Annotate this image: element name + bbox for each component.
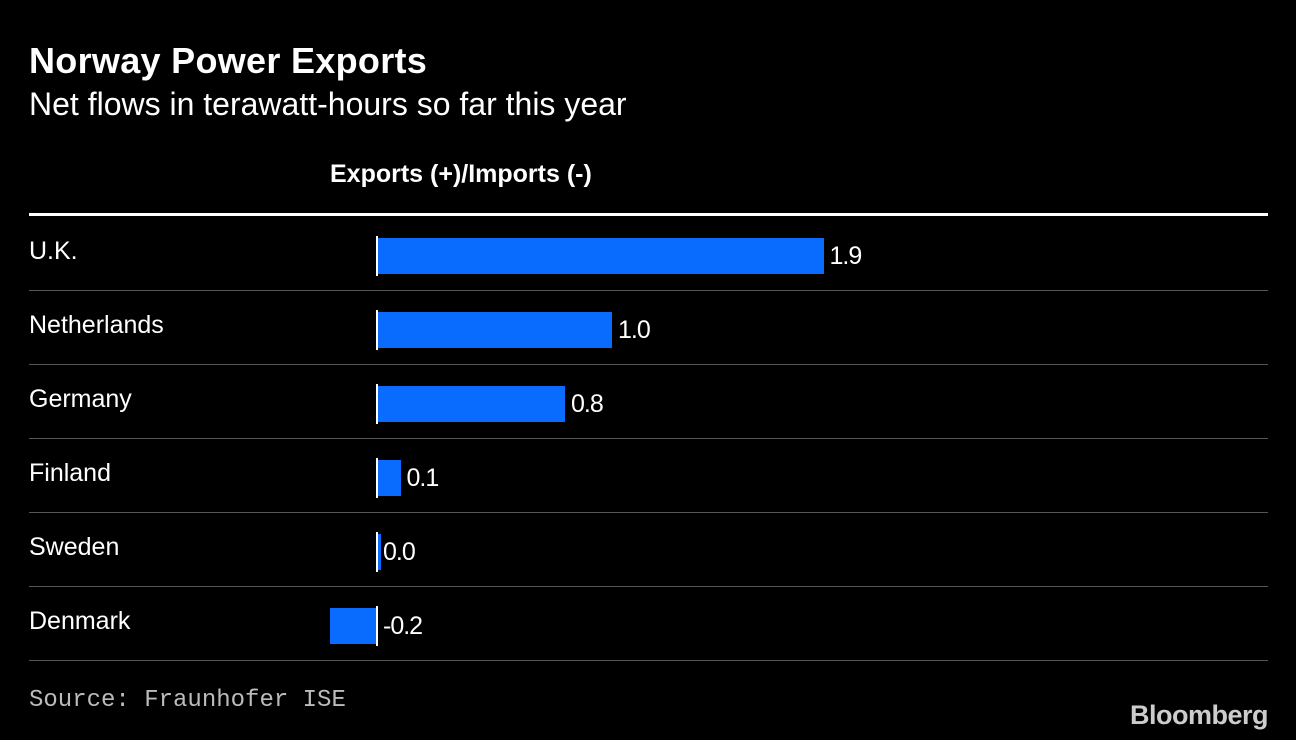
category-label: Denmark [29,607,131,635]
category-label: Sweden [29,533,120,561]
row-separator [29,586,1268,587]
row-separator [29,364,1268,365]
source-note: Source: Fraunhofer ISE [29,687,346,714]
value-label: 1.0 [618,316,651,344]
column-header: Exports (+)/Imports (-) [330,160,592,188]
zero-baseline [376,384,378,424]
bar-finland [377,460,401,496]
category-label: Finland [29,459,111,487]
bar-netherlands [377,312,612,348]
bar-germany [377,386,565,422]
bar-u-k [377,238,824,274]
header-rule [29,213,1268,216]
value-label: 0.8 [571,390,604,418]
bar-denmark [330,608,377,644]
bar-sweden [377,534,381,570]
row-separator [29,290,1268,291]
chart-title: Norway Power Exports [29,40,428,81]
row-separator [29,512,1268,513]
value-label: 1.9 [829,242,863,270]
value-label: 0.1 [406,464,440,492]
row-separator [29,438,1268,439]
zero-baseline [376,606,378,646]
category-label: Netherlands [29,311,164,339]
value-label: 0.0 [383,538,416,566]
category-label: Germany [29,385,132,413]
zero-baseline [376,310,378,350]
row-separator [29,660,1268,661]
bloomberg-logo: Bloomberg [1129,700,1269,730]
zero-baseline [376,236,378,276]
chart-subtitle: Net flows in terawatt-hours so far this … [29,86,627,122]
zero-baseline [376,532,378,572]
category-label: U.K. [29,237,78,265]
zero-baseline [376,458,378,498]
value-label: -0.2 [383,612,423,640]
